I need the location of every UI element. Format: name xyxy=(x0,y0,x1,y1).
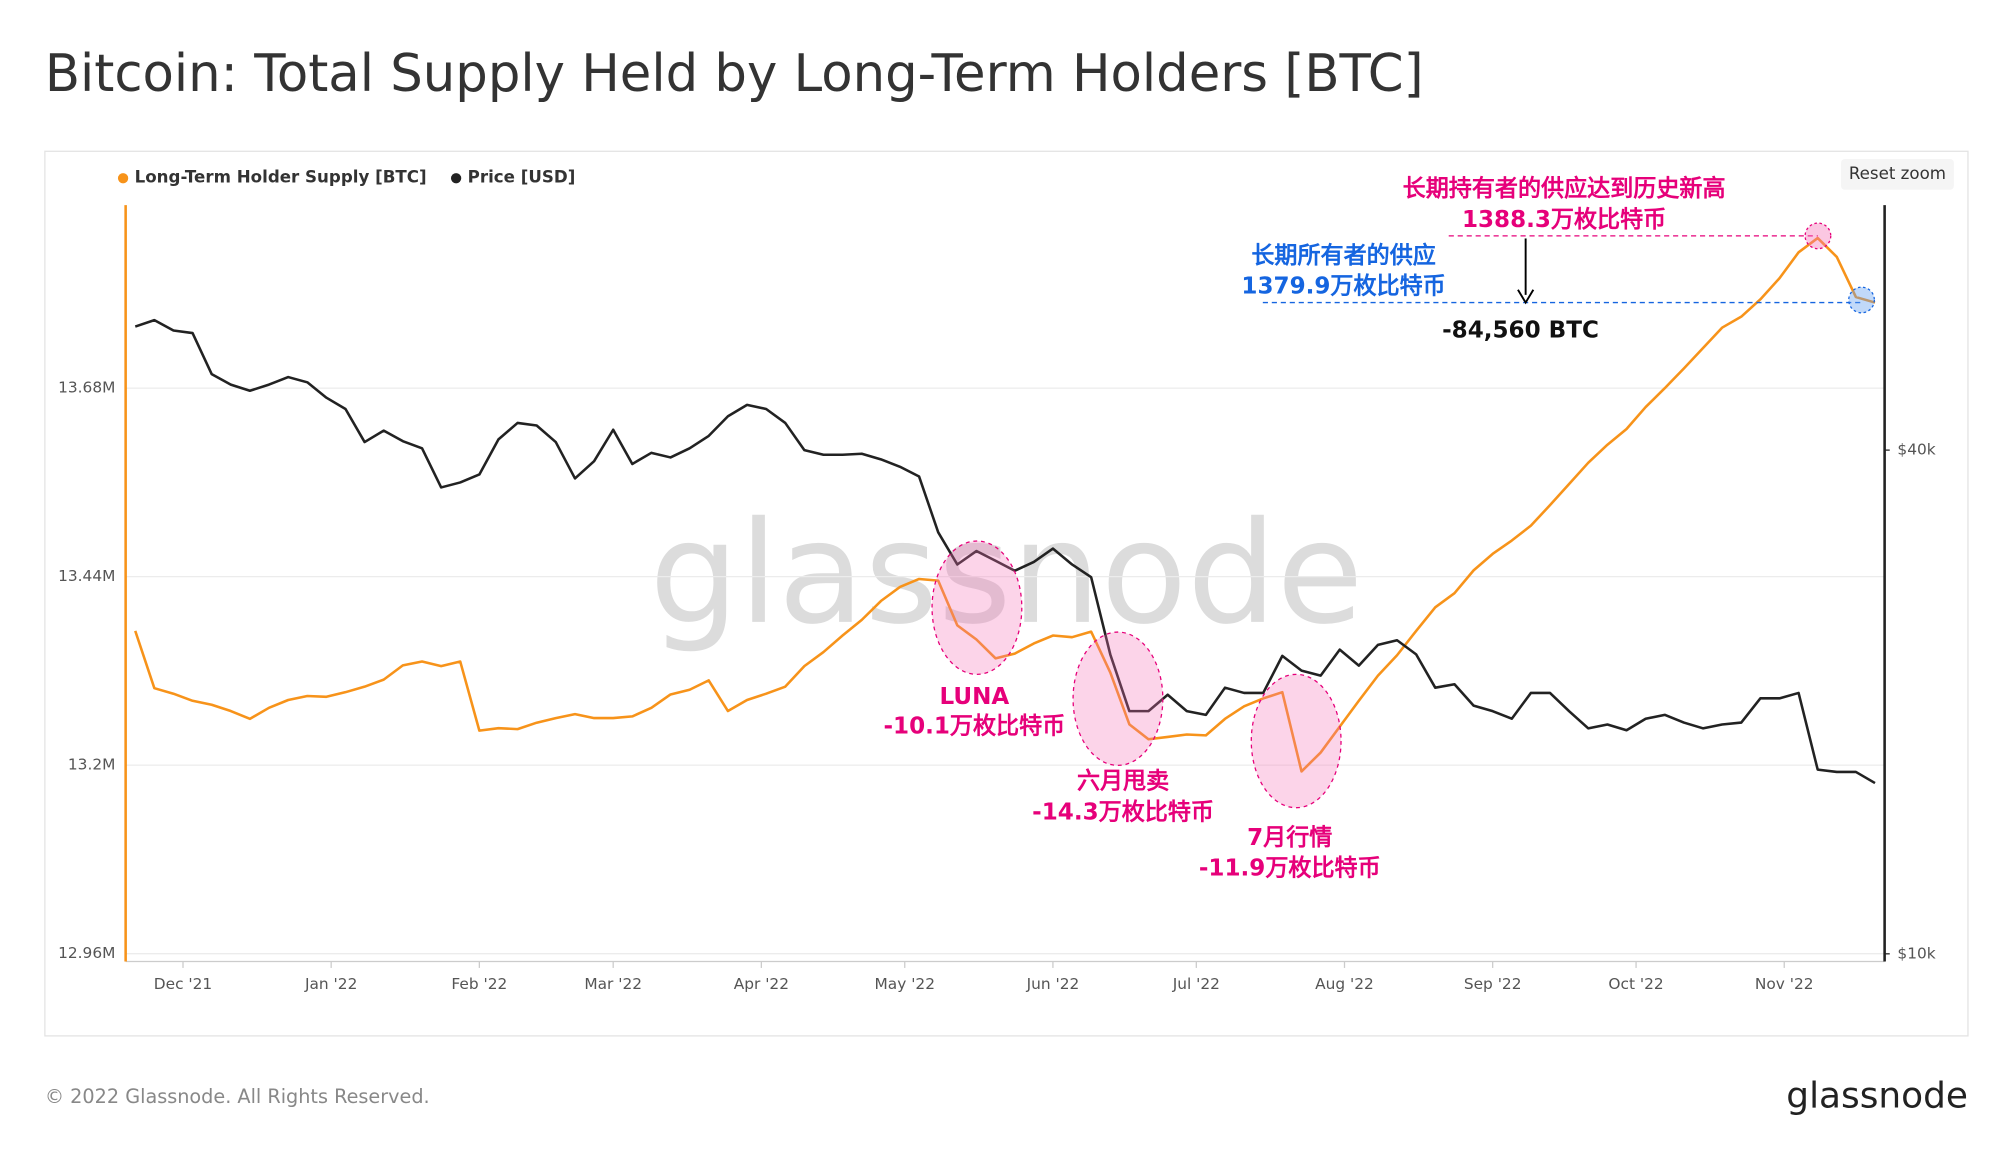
x-tick-label: Nov '22 xyxy=(1755,975,1814,993)
x-tick-label: Dec '21 xyxy=(154,975,212,993)
x-tick-label: Jan '22 xyxy=(304,975,357,993)
x-tick-label: Jul '22 xyxy=(1172,975,1220,993)
x-tick-label: Feb '22 xyxy=(451,975,507,993)
highlight-july xyxy=(1250,673,1342,809)
diff-arrowhead xyxy=(1517,289,1535,305)
annotation: -84,560 BTC xyxy=(1442,317,1599,343)
annotation: -11.9万枚比特币 xyxy=(1199,855,1381,882)
x-tick-label: Mar '22 xyxy=(584,975,642,993)
annotation: -14.3万枚比特币 xyxy=(1032,798,1214,825)
x-tick-label: Oct '22 xyxy=(1608,975,1663,993)
reset-zoom-label[interactable]: Reset zoom xyxy=(1849,164,1946,183)
reset-zoom-button[interactable] xyxy=(1841,158,1954,190)
legend-swatch xyxy=(117,173,129,184)
watermark: glassnode xyxy=(649,492,1363,656)
y-tick-label: 13.44M xyxy=(58,567,115,585)
y-tick-label: 13.2M xyxy=(68,756,116,774)
x-tick-label: Aug '22 xyxy=(1315,975,1374,993)
y2-tick-label: $40k xyxy=(1897,441,1935,459)
annotation: 长期所有者的供应 xyxy=(1251,242,1436,269)
legend-label: Price [USD] xyxy=(468,168,576,187)
x-tick-label: Sep '22 xyxy=(1464,975,1522,993)
page-title: Bitcoin: Total Supply Held by Long-Term … xyxy=(45,44,1424,104)
x-tick-label: Jun '22 xyxy=(1026,975,1080,993)
footer: © 2022 Glassnode. All Rights Reserved. xyxy=(45,1085,430,1108)
plot-area: 12.96M 13.2M 13.44M 13.68M $10k $40k Dec '21 Ja… xyxy=(58,205,1936,993)
series-line xyxy=(134,236,1876,773)
highlight-luna xyxy=(931,540,1023,676)
highlight-june xyxy=(1072,631,1164,767)
current-marker xyxy=(1848,286,1876,314)
x-tick-label: Apr '22 xyxy=(734,975,789,993)
annotation: 1379.9万枚比特币 xyxy=(1241,273,1445,300)
annotation: -10.1万枚比特币 xyxy=(883,712,1065,739)
legend-swatch xyxy=(450,173,462,184)
legend-label: Long-Term Holder Supply [BTC] xyxy=(135,168,427,187)
chart-frame xyxy=(44,150,1969,1037)
series-line xyxy=(134,318,1876,785)
ath-marker xyxy=(1804,222,1832,250)
x-tick-label: May '22 xyxy=(875,975,935,993)
annotation: 六月甩卖 xyxy=(1077,769,1169,795)
y2-tick-label: $10k xyxy=(1897,944,1935,962)
y-tick-label: 12.96M xyxy=(58,944,115,962)
annotation: LUNA xyxy=(939,684,1009,710)
annotation: 1388.3万枚比特币 xyxy=(1462,206,1666,233)
y-tick-label: 13.68M xyxy=(58,379,115,397)
annotation: 7月行情 xyxy=(1247,824,1332,851)
logo: glassnode xyxy=(1786,1075,1968,1116)
annotation: 长期持有者的供应达到历史新高 xyxy=(1403,175,1726,202)
